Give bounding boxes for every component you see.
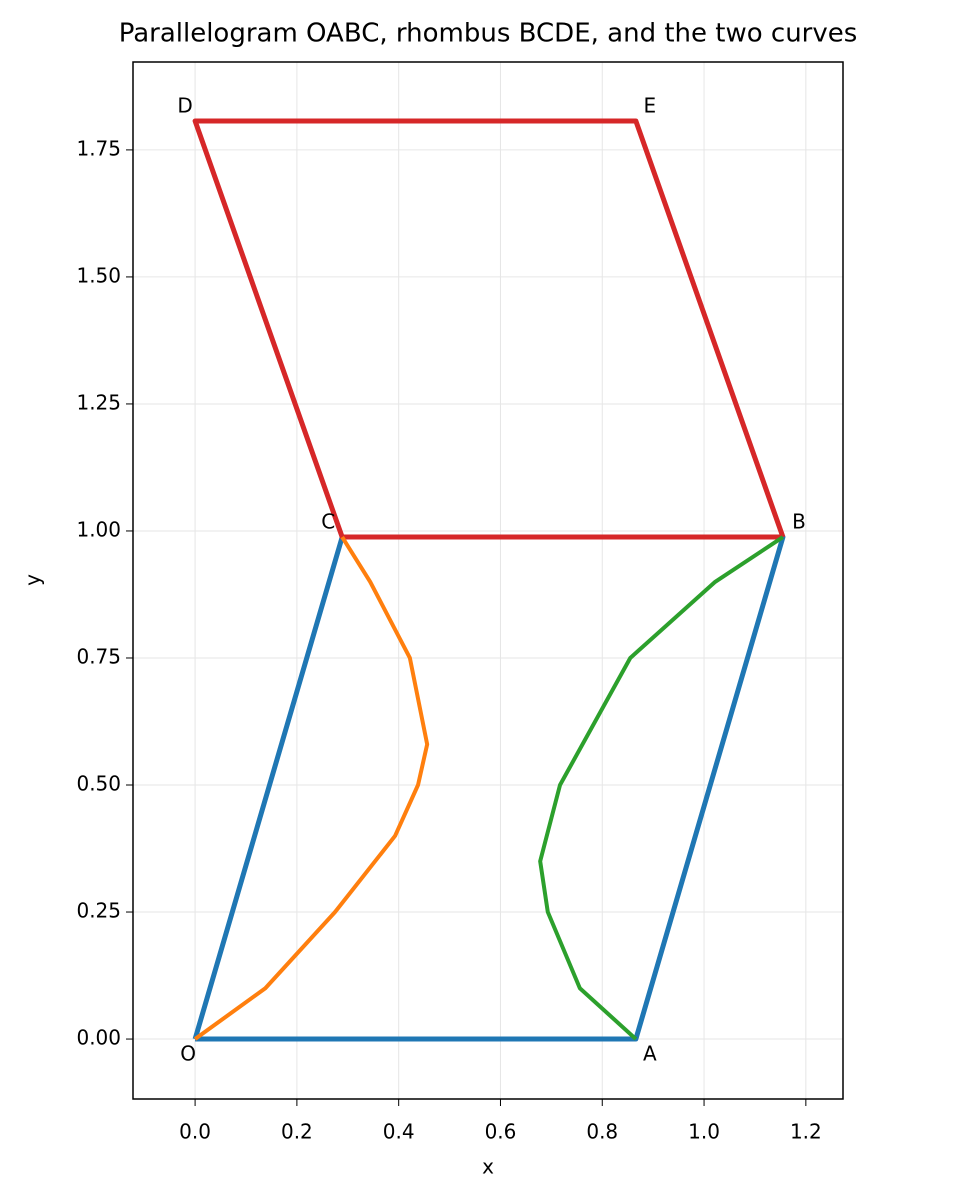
y-tick-label: 0.50 [76, 772, 121, 796]
x-axis-label: x [482, 1155, 494, 1179]
x-tick-label: 0.8 [586, 1120, 618, 1144]
point-label: O [180, 1042, 196, 1066]
series-line [192, 534, 786, 1042]
y-tick-label: 0.75 [76, 644, 121, 668]
point-label: C [321, 510, 335, 534]
y-tick-label: 1.00 [76, 517, 121, 541]
x-tick-label: 1.2 [790, 1120, 822, 1144]
x-tick-label: 1.0 [688, 1120, 720, 1144]
chart-title: Parallelogram OABC, rhombus BCDE, and th… [119, 19, 858, 49]
x-tick-label: 0.6 [485, 1120, 517, 1144]
point-label: E [644, 93, 657, 117]
y-tick-label: 0.25 [76, 899, 121, 923]
y-tick-label: 0.00 [76, 1026, 121, 1050]
y-tick-label: 1.75 [76, 136, 121, 160]
point-label: A [643, 1042, 657, 1066]
y-tick-label: 1.25 [76, 390, 121, 414]
series-line [538, 535, 785, 1041]
point-label: B [792, 510, 806, 534]
x-tick-label: 0.0 [179, 1120, 211, 1144]
point-label: D [177, 93, 192, 117]
y-axis-label: y [21, 574, 45, 586]
series-line [192, 118, 786, 540]
y-tick-label: 1.50 [76, 263, 121, 287]
x-tick-label: 0.4 [383, 1120, 415, 1144]
plot-frame [132, 61, 844, 1100]
series-line [193, 535, 430, 1041]
x-tick-label: 0.2 [281, 1120, 313, 1144]
